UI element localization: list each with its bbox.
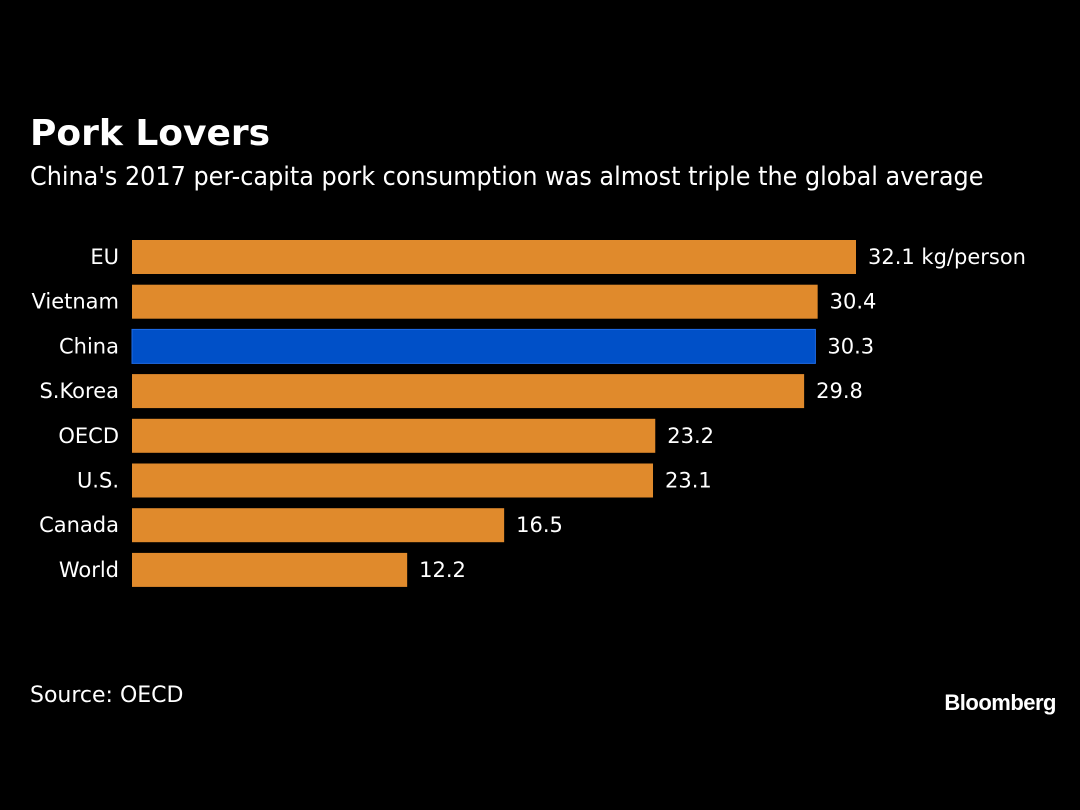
bar-world [132,552,408,587]
category-label-china: China [59,334,119,358]
bar-eu [132,240,856,274]
bar-vietnam [132,284,818,319]
bar-oecd [132,418,656,453]
category-label-s-korea: S.Korea [39,379,119,403]
value-label-china: 30.3 [827,334,874,358]
source-note: Source: OECD [30,683,184,708]
bar-s-korea [132,374,805,409]
value-label-canada: 16.5 [516,513,563,537]
chart-title: Pork Lovers [30,113,271,154]
bar-u-s [132,463,654,498]
category-label-world: World [59,558,119,582]
bar-canada [132,508,505,543]
bar-china [131,328,816,364]
bars-layer: EU 32.1 kg/person Vietnam 30.4 China 30.3 S.Ko… [31,240,1026,587]
value-label-s-korea: 29.8 [816,379,863,403]
category-label-canada: Canada [39,513,119,537]
category-label-vietnam: Vietnam [31,290,119,314]
value-label-vietnam: 30.4 [830,290,877,314]
category-label-u-s: U.S. [77,469,119,493]
bloomberg-logo: Bloomberg [944,690,1056,715]
value-label-eu: 32.1 kg/person [868,245,1026,269]
chart-subtitle: China's 2017 per-capita pork consumption… [30,162,984,192]
value-label-oecd: 23.2 [667,424,714,448]
value-label-u-s: 23.1 [665,469,712,493]
category-label-eu: EU [90,245,119,269]
category-label-oecd: OECD [58,424,119,448]
value-label-world: 12.2 [419,558,466,582]
